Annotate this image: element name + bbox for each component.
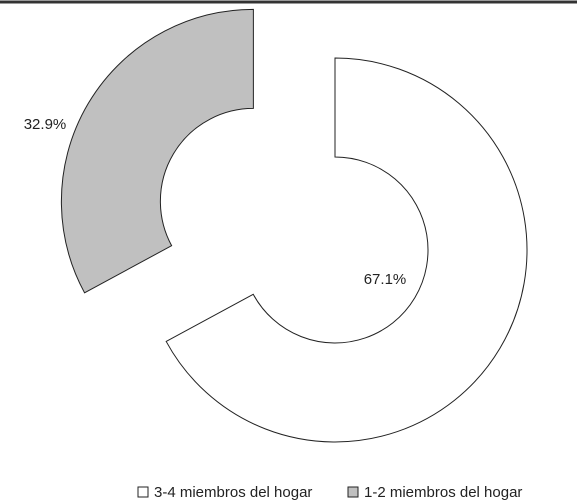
data-label: 67.1% xyxy=(364,271,407,288)
legend-swatch xyxy=(137,486,149,498)
legend-label: 1-2 miembros del hogar xyxy=(364,484,522,500)
data-label: 32.9% xyxy=(24,116,67,133)
donut-segment xyxy=(60,8,254,294)
legend-label: 3-4 miembros del hogar xyxy=(154,484,312,500)
legend-swatch xyxy=(347,486,359,498)
donut-segment xyxy=(165,57,528,443)
